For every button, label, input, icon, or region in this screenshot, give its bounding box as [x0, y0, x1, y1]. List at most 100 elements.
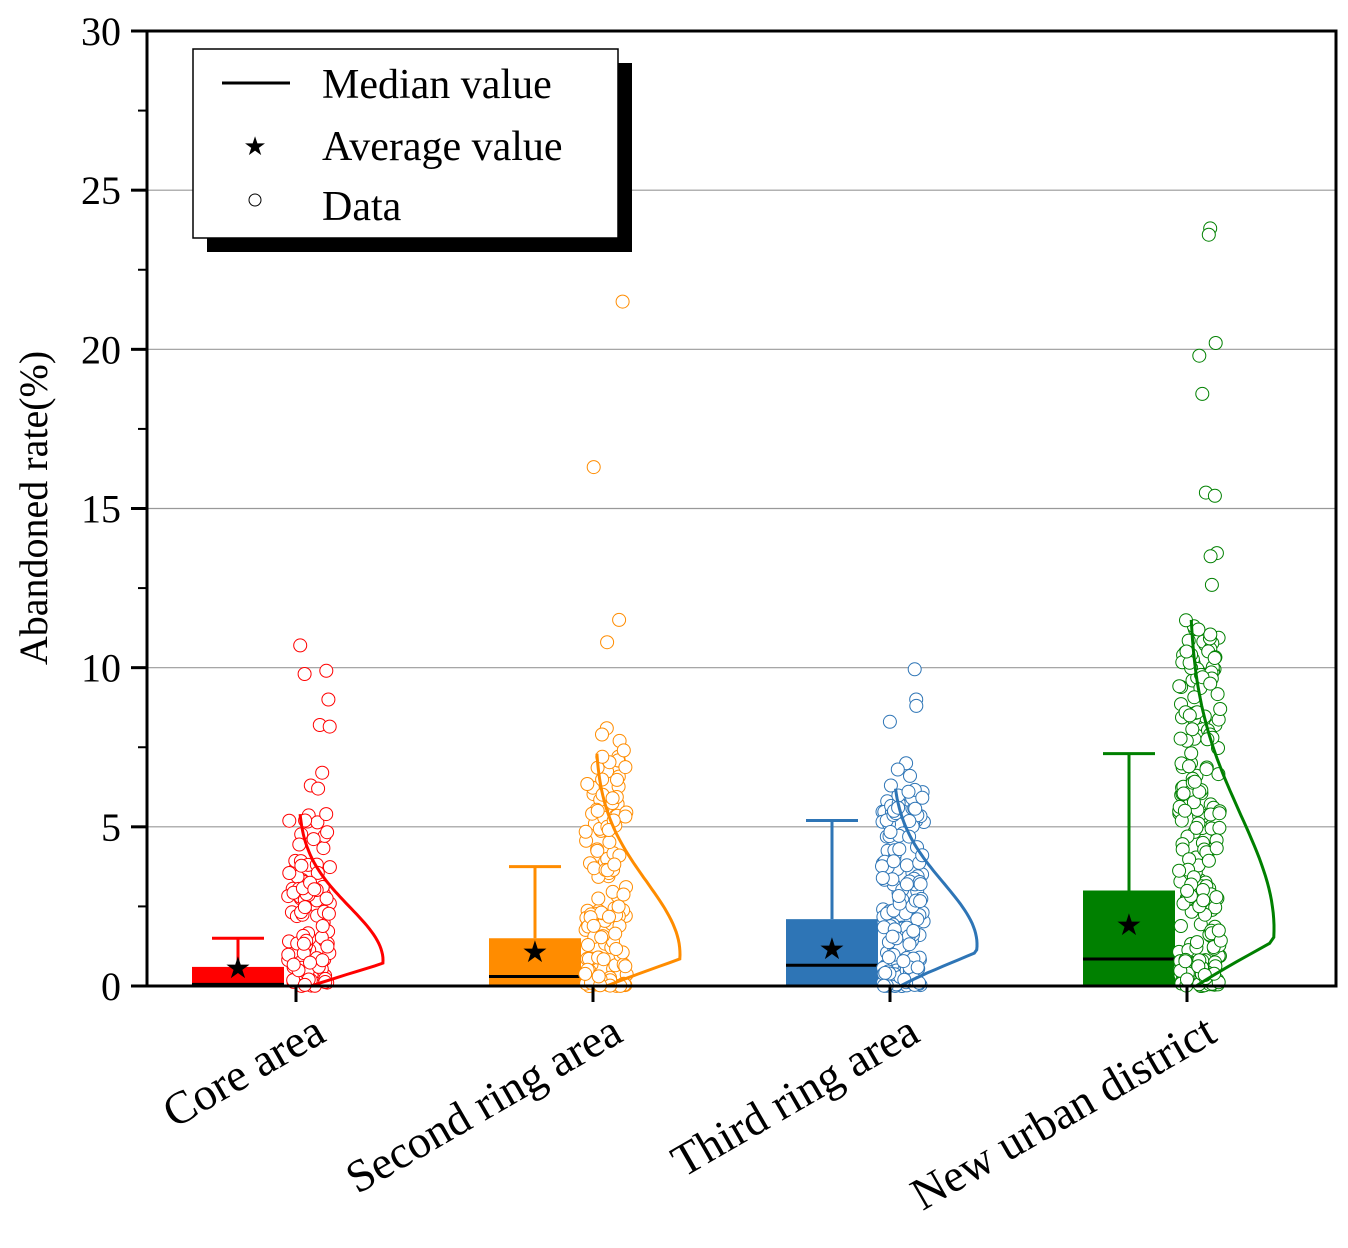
data-point-0: [315, 953, 330, 968]
data-point-0: [282, 813, 297, 828]
data-point-3: [1207, 651, 1222, 665]
outlier-point-3: [1204, 577, 1219, 592]
outlier-point-0: [321, 692, 336, 707]
mean-star-0: ★: [225, 951, 252, 986]
outlier-point-1: [590, 803, 605, 818]
outlier-point-3: [1201, 227, 1216, 242]
data-point-2: [902, 937, 917, 952]
data-point-1: [580, 777, 595, 791]
series-0: ★: [192, 638, 385, 993]
box-0: [192, 966, 284, 986]
x-category-label-0: Core area: [154, 1004, 333, 1137]
data-point-2: [878, 965, 893, 980]
data-point-2: [891, 889, 906, 903]
data-point-0: [297, 900, 312, 915]
data-point-3: [1172, 679, 1187, 694]
data-point-2: [913, 877, 928, 892]
data-point-3: [1212, 806, 1227, 821]
data-point-3: [1178, 954, 1193, 969]
outlier-point-2: [909, 698, 924, 713]
data-point-0: [303, 955, 317, 970]
data-point-1: [618, 760, 633, 775]
data-point-2: [883, 825, 898, 839]
outlier-point-1: [616, 743, 631, 758]
legend-data-label: Data: [322, 184, 402, 230]
data-point-1: [578, 824, 593, 839]
box-3: [1083, 890, 1175, 986]
data-point-3: [1182, 759, 1196, 774]
mean-star-3: ★: [1116, 908, 1143, 943]
series-3: ★: [1083, 221, 1276, 993]
outlier-point-3: [1207, 488, 1222, 503]
y-tick-label-5: 5: [101, 805, 121, 850]
data-point-3: [1212, 820, 1227, 835]
data-point-1: [609, 942, 624, 956]
outlier-point-1: [595, 727, 609, 742]
outlier-point-0: [315, 765, 330, 780]
data-point-3: [1177, 803, 1192, 818]
data-point-2: [915, 790, 930, 805]
data-point-3: [1196, 893, 1211, 908]
data-point-2: [910, 960, 925, 975]
legend-box: [192, 48, 619, 239]
legend-circle-icon: [248, 193, 262, 207]
y-tick-label-15: 15: [81, 487, 121, 532]
outlier-point-1: [615, 294, 630, 309]
data-point-1: [602, 835, 617, 850]
outlier-point-3: [1191, 622, 1206, 637]
outlier-point-2: [882, 714, 897, 729]
data-point-1: [591, 891, 606, 906]
outlier-point-1: [586, 460, 601, 475]
data-point-2: [908, 801, 923, 816]
outlier-point-3: [1203, 676, 1218, 691]
data-point-1: [581, 938, 595, 952]
data-point-3: [1209, 890, 1224, 905]
outlier-point-0: [322, 719, 337, 734]
mean-star-1: ★: [522, 935, 549, 970]
data-point-3: [1189, 820, 1204, 835]
y-tick-label-0: 0: [101, 964, 121, 1009]
data-point-3: [1209, 841, 1224, 856]
density-curve-0: [298, 813, 385, 988]
data-point-3: [1175, 842, 1190, 857]
data-point-2: [896, 954, 911, 969]
data-point-2: [899, 858, 914, 873]
data-point-2: [899, 877, 914, 892]
data-point-2: [875, 859, 889, 874]
outlier-point-2: [903, 768, 917, 783]
data-point-3: [1179, 644, 1194, 659]
data-point-3: [1211, 923, 1226, 938]
y-tick-label-25: 25: [81, 168, 121, 213]
data-point-0: [315, 919, 330, 933]
outlier-point-2: [890, 762, 905, 777]
data-point-2: [910, 912, 925, 927]
legend-median-label: Median value: [322, 62, 552, 108]
outlier-point-1: [600, 635, 615, 650]
data-point-1: [594, 930, 609, 945]
legend-star-icon: ★: [243, 132, 266, 162]
data-point-1: [618, 959, 633, 974]
data-point-0: [282, 866, 297, 880]
outlier-point-0: [297, 667, 312, 681]
data-point-1: [578, 966, 593, 981]
data-point-2: [906, 923, 921, 938]
data-point-3: [1190, 935, 1204, 950]
data-point-3: [1201, 853, 1216, 868]
data-point-2: [886, 854, 901, 869]
y-tick-label-10: 10: [81, 646, 121, 691]
outlier-point-3: [1208, 336, 1223, 350]
data-point-0: [306, 832, 321, 847]
mean-star-2: ★: [819, 932, 846, 967]
data-point-1: [596, 952, 611, 967]
outlier-point-0: [311, 781, 326, 796]
data-point-2: [913, 894, 928, 909]
data-point-3: [1180, 883, 1195, 898]
data-point-1: [607, 857, 622, 872]
data-point-0: [320, 939, 335, 954]
outlier-point-0: [319, 663, 334, 678]
outlier-point-3: [1192, 348, 1207, 363]
data-point-3: [1173, 919, 1188, 933]
data-point-3: [1213, 702, 1228, 716]
outlier-point-1: [605, 791, 620, 806]
data-point-0: [321, 906, 336, 921]
